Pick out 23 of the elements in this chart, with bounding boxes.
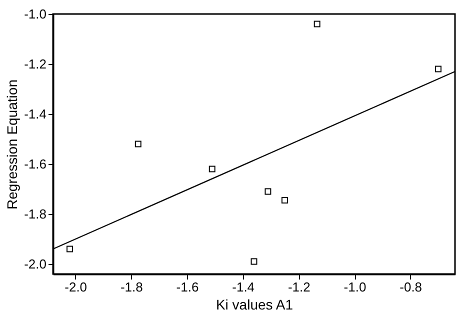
point <box>250 258 258 265</box>
x-tick-label: -1.8 <box>120 280 143 294</box>
x-tick-label: -0.8 <box>400 280 422 294</box>
y-tick-label: -1.4 <box>24 106 46 122</box>
x-tick-label: -2.0 <box>64 280 88 294</box>
x-tick-label: -1.0 <box>344 280 366 294</box>
point <box>281 197 288 204</box>
y-tick-label: -1.6 <box>24 156 46 172</box>
point <box>314 20 320 28</box>
point <box>264 188 272 195</box>
y-tick-label: -2.0 <box>24 256 46 272</box>
point <box>435 66 442 72</box>
y-axis-title: Regression Equation <box>4 80 20 210</box>
point <box>208 166 216 172</box>
x-tick-label: -1.2 <box>288 280 310 294</box>
y-tick-label: -1.8 <box>24 206 46 222</box>
x-tick-label: -1.4 <box>232 280 255 294</box>
point <box>66 246 73 252</box>
x-tick-label: -1.6 <box>176 280 199 294</box>
point <box>134 140 142 148</box>
x-axis-title: Ki values A1 <box>216 296 294 312</box>
y-tick-label: -1.2 <box>24 56 46 72</box>
y-tick-label: -1.0 <box>24 6 46 22</box>
